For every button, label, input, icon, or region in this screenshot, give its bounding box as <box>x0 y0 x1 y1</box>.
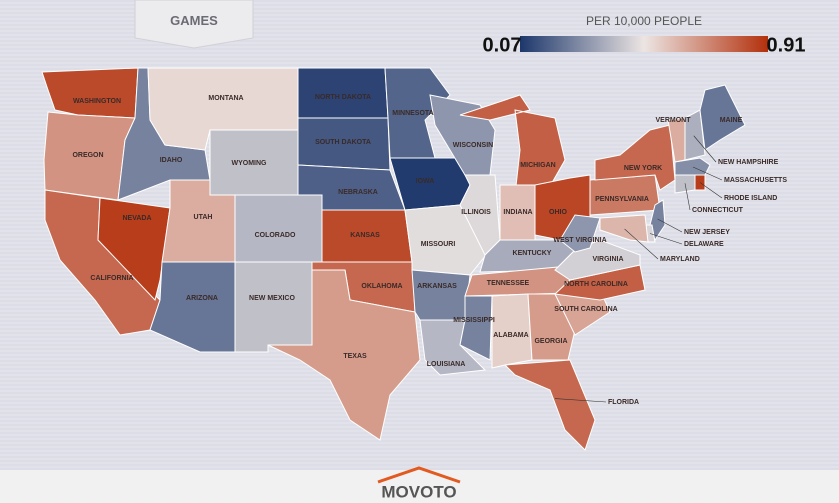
leader-line <box>699 182 723 199</box>
state-label: NEW HAMPSHIRE <box>718 159 779 166</box>
state-label: NORTH CAROLINA <box>564 281 628 288</box>
leader-line <box>692 166 723 181</box>
state-label: PENNSYLVANIA <box>595 196 649 203</box>
state-label: MAINE <box>720 117 743 124</box>
state-shape <box>503 359 596 451</box>
state-label: NEW JERSEY <box>684 229 730 236</box>
legend-label: PER 10,000 PEOPLE <box>586 14 702 28</box>
state-label: WASHINGTON <box>73 98 121 105</box>
state-label: OREGON <box>72 152 103 159</box>
state-label: NORTH DAKOTA <box>315 94 371 101</box>
state-label: MASSACHUSETTS <box>724 177 787 184</box>
state-label: VIRGINIA <box>592 256 623 263</box>
state-label: OKLAHOMA <box>361 283 402 290</box>
state-label: UTAH <box>194 214 213 221</box>
state-label: MISSOURI <box>421 241 456 248</box>
leader-line <box>657 218 683 233</box>
state-label: GEORGIA <box>534 338 567 345</box>
state-label: NEVADA <box>122 215 151 222</box>
state-label: ILLINOIS <box>461 209 491 216</box>
leader-line <box>624 228 659 260</box>
state-label: INDIANA <box>503 209 532 216</box>
footer-brand: MOVOTO <box>381 482 456 501</box>
state-label: SOUTH CAROLINA <box>554 306 617 313</box>
state-label: COLORADO <box>255 232 296 239</box>
state-label: IDAHO <box>160 157 183 164</box>
state-label: ARKANSAS <box>417 283 457 290</box>
legend-min: 0.07 <box>483 34 522 56</box>
state-label: WISCONSIN <box>453 142 493 149</box>
state-label: FLORIDA <box>608 399 639 406</box>
state-label: VERMONT <box>656 117 692 124</box>
state-label: KENTUCKY <box>513 250 552 257</box>
state-shape <box>97 197 171 302</box>
state-shape <box>699 84 746 151</box>
state-label: TENNESSEE <box>487 280 530 287</box>
state-label: SOUTH DAKOTA <box>315 139 371 146</box>
header-title: GAMES <box>170 13 218 28</box>
state-label: MICHIGAN <box>520 162 555 169</box>
leader-line <box>649 233 683 245</box>
state-shape <box>41 67 139 119</box>
state-label: DELAWARE <box>684 241 724 248</box>
legend-gradient <box>520 36 768 52</box>
state-labels: WASHINGTON OREGON CALIFORNIA NEVADA IDAHO MON… <box>72 94 787 406</box>
state-label: WYOMING <box>232 160 268 167</box>
state-shape <box>684 109 706 161</box>
state-shape <box>459 295 493 361</box>
leader-line <box>693 135 717 163</box>
logo-roof <box>377 466 461 484</box>
leader-line <box>554 398 607 403</box>
state-label: MONTANA <box>208 95 243 102</box>
state-shape <box>599 214 649 243</box>
states <box>41 67 746 451</box>
state-label: OHIO <box>549 209 567 216</box>
state-shape <box>234 194 323 263</box>
state-label: NEBRASKA <box>338 189 378 196</box>
state-label: IOWA <box>416 178 435 185</box>
state-label: RHODE ISLAND <box>724 195 777 202</box>
state-label: TEXAS <box>343 353 367 360</box>
state-shape <box>384 67 451 159</box>
legend-max: 0.91 <box>767 34 806 56</box>
header-tab <box>134 0 254 49</box>
state-label: MARYLAND <box>660 256 700 263</box>
state-label: NEW MEXICO <box>249 295 295 302</box>
state-label: CONNECTICUT <box>692 207 744 214</box>
state-label: CALIFORNIA <box>90 275 133 282</box>
state-label: MISSISSIPPI <box>453 317 495 324</box>
state-label: LOUISIANA <box>427 361 466 368</box>
state-label: ALABAMA <box>493 332 528 339</box>
state-shape <box>559 214 601 253</box>
state-label: KANSAS <box>350 232 380 239</box>
state-label: MINNESOTA <box>392 110 433 117</box>
state-shape <box>267 269 421 441</box>
state-label: ARIZONA <box>186 295 218 302</box>
state-label: NEW YORK <box>624 165 662 172</box>
state-shape <box>234 261 313 353</box>
state-shape <box>491 293 533 369</box>
leader-line <box>684 183 691 211</box>
state-shape <box>649 199 666 242</box>
footer <box>0 470 839 503</box>
state-shape <box>411 269 471 321</box>
state-label: WEST VIRGINIA <box>553 237 606 244</box>
